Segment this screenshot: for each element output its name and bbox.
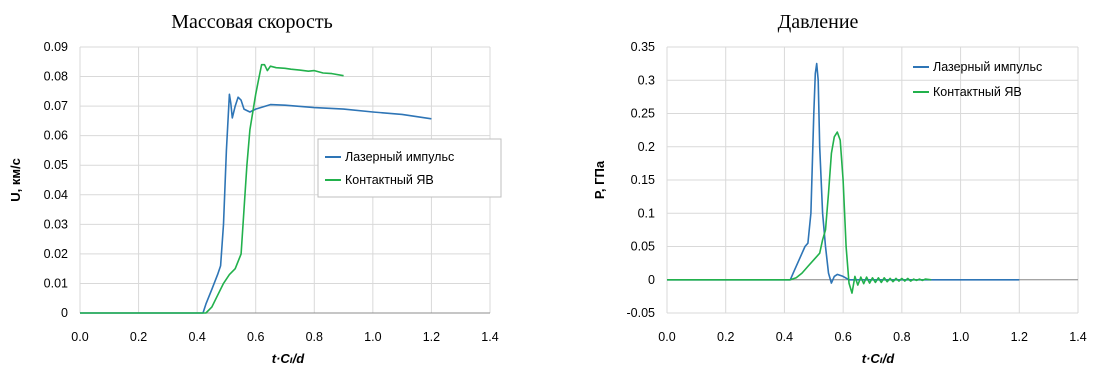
x-tick-label: 0.0 [658, 330, 675, 344]
y-tick-label: 0.09 [44, 40, 68, 54]
x-tick-label: 0.8 [893, 330, 910, 344]
x-tick-label: 1.2 [1011, 330, 1028, 344]
x-tick-label: 1.2 [423, 330, 440, 344]
y-tick-label: 0 [61, 306, 68, 320]
y-tick-label: -0.05 [627, 306, 656, 320]
y-tick-label: 0.25 [631, 107, 655, 121]
y-axis-label: U, км/с [8, 158, 23, 202]
y-tick-label: 0.05 [631, 240, 655, 254]
legend-label: Контактный ЯВ [933, 85, 1022, 99]
x-axis-label: t·Cₗ/d [272, 351, 306, 366]
y-tick-label: 0.03 [44, 217, 68, 231]
x-tick-label: 1.0 [364, 330, 381, 344]
chart-pressure: Давление -0.05 0 0.05 0.1 0.15 0.2 0.25 0.3 0.35… [592, 11, 1087, 366]
y-tick-label: 0.2 [638, 140, 655, 154]
x-tick-label: 0.4 [776, 330, 793, 344]
x-tick-label: 0.4 [188, 330, 205, 344]
x-tick-label: 0.2 [717, 330, 734, 344]
y-tick-label: 0.15 [631, 173, 655, 187]
legend: Лазерный импульс Контактный ЯВ [317, 138, 502, 198]
x-tick-label: 0.6 [247, 330, 264, 344]
y-tick-label: 0.3 [638, 73, 655, 87]
legend-label: Лазерный импульс [933, 60, 1042, 74]
legend: Лазерный импульс Контактный ЯВ [913, 60, 1042, 99]
y-tick-label: 0.05 [44, 158, 68, 172]
series-line-contact [80, 63, 344, 314]
x-axis-label: t·Cₗ/d [862, 351, 896, 366]
legend-label: Лазерный импульс [345, 150, 454, 164]
y-tick-label: 0.01 [44, 276, 68, 290]
y-tick-label: 0.08 [44, 70, 68, 84]
y-tick-label: 0.02 [44, 247, 68, 261]
legend-box [317, 138, 502, 198]
legend-label: Контактный ЯВ [345, 173, 434, 187]
x-tick-label: 0.6 [834, 330, 851, 344]
y-tick-label: 0.35 [631, 40, 655, 54]
series-line-contact [667, 131, 932, 294]
series-line-laser [80, 93, 432, 314]
x-tick-label: 0.8 [306, 330, 323, 344]
y-tick-label: 0.04 [44, 188, 68, 202]
y-tick-label: 0.06 [44, 129, 68, 143]
y-tick-label: 0.07 [44, 99, 68, 113]
x-tick-label: 0.0 [71, 330, 88, 344]
x-tick-label: 1.0 [952, 330, 969, 344]
chart-title: Массовая скорость [171, 11, 332, 33]
x-tick-label: 1.4 [1069, 330, 1086, 344]
series-line-laser [667, 62, 1020, 284]
y-tick-label: 0 [648, 273, 655, 287]
y-tick-label: 0.1 [638, 206, 655, 220]
chart-title: Давление [778, 11, 859, 33]
x-tick-label: 0.2 [130, 330, 147, 344]
y-axis-label: P, ГПа [592, 160, 607, 199]
x-tick-label: 1.4 [481, 330, 498, 344]
chart-mass-velocity: Массовая скорость 0 0.01 0.02 0.03 0.04 0.05 0… [8, 11, 502, 366]
